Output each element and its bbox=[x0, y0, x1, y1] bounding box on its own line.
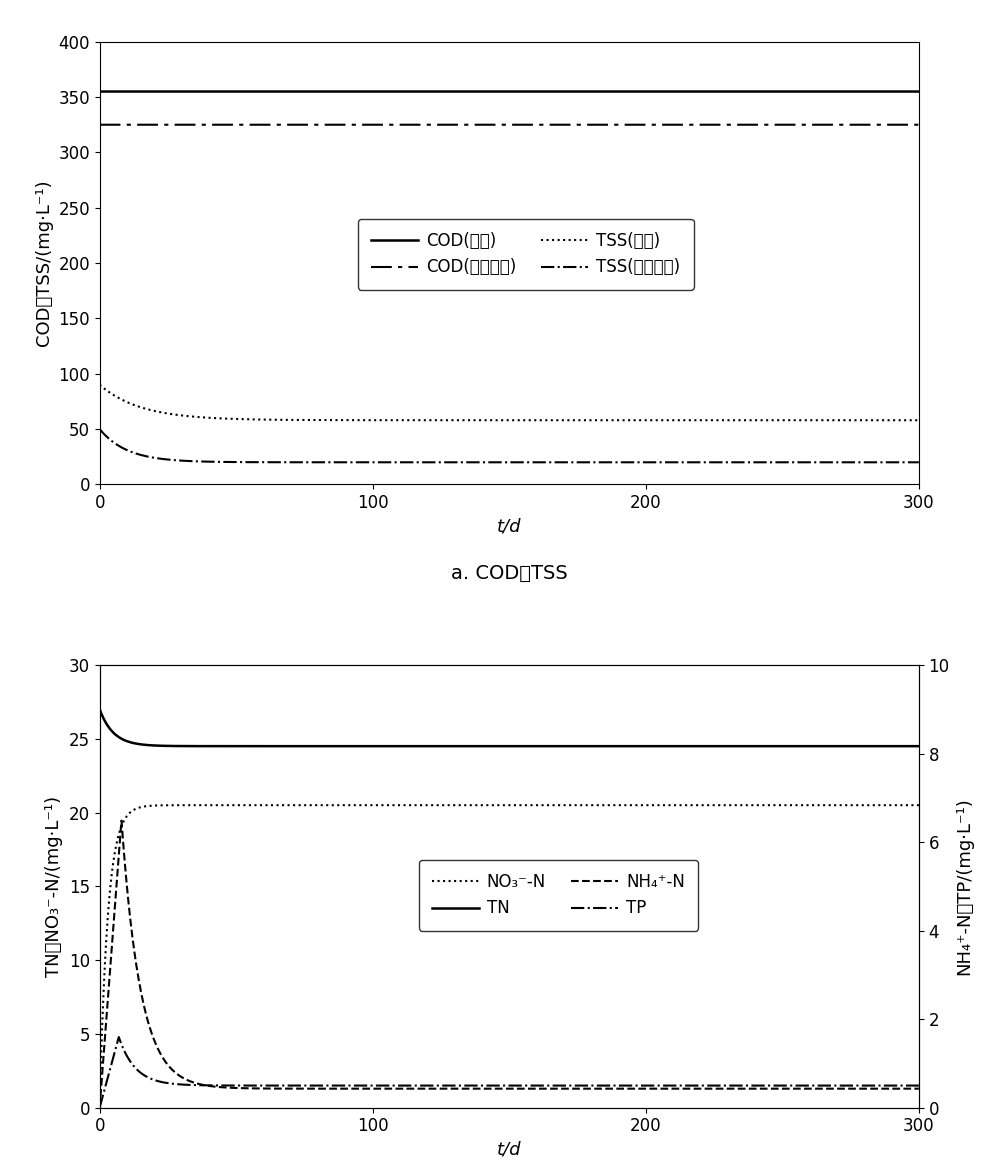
Y-axis label: COD、TSS/(mg·L⁻¹): COD、TSS/(mg·L⁻¹) bbox=[34, 180, 52, 346]
Y-axis label: NH₄⁺-N、TP/(mg·L⁻¹): NH₄⁺-N、TP/(mg·L⁻¹) bbox=[956, 798, 974, 975]
Y-axis label: TN、NO₃⁻-N/(mg·L⁻¹): TN、NO₃⁻-N/(mg·L⁻¹) bbox=[45, 795, 64, 977]
Text: a. COD、TSS: a. COD、TSS bbox=[451, 564, 568, 583]
Legend: NO₃⁻-N, TN, NH₄⁺-N, TP: NO₃⁻-N, TN, NH₄⁺-N, TP bbox=[418, 859, 699, 930]
X-axis label: t/d: t/d bbox=[497, 1142, 521, 1159]
X-axis label: t/d: t/d bbox=[497, 518, 521, 535]
Legend: COD(进水), COD(出水模拟), TSS(进水), TSS(出水模拟): COD(进水), COD(出水模拟), TSS(进水), TSS(出水模拟) bbox=[358, 219, 694, 289]
